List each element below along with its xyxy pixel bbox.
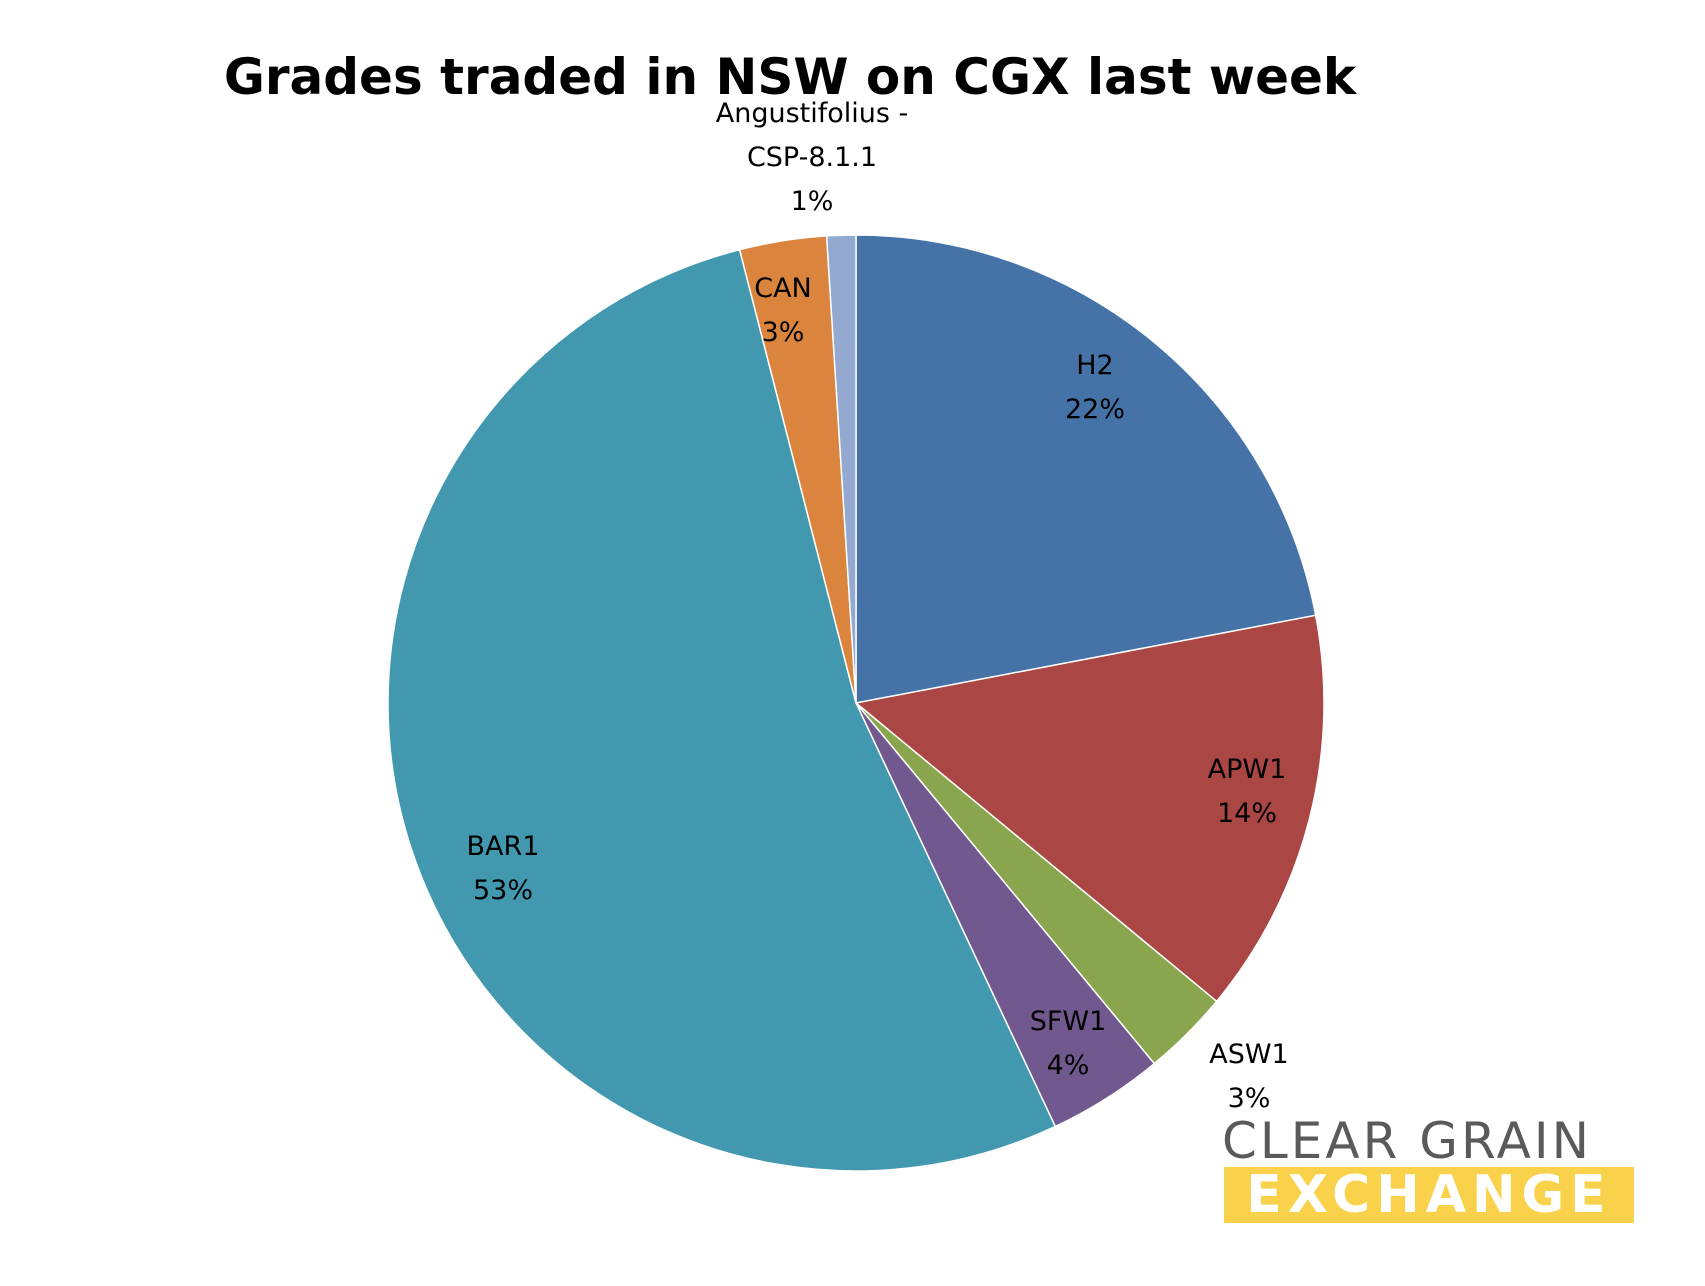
- slice-label: H2 22%: [985, 344, 1205, 432]
- slice-label: Angustifolius - CSP-8.1.1 1%: [697, 92, 927, 224]
- value-label: 22%: [1064, 394, 1125, 425]
- category-label: BAR1: [466, 831, 540, 862]
- slice-label: BAR1 53%: [393, 825, 613, 913]
- logo-text: CLEAR GRAIN: [1222, 1112, 1593, 1170]
- value-label: 3%: [761, 317, 805, 348]
- value-label: 14%: [1216, 798, 1277, 829]
- slice-label: SFW1 4%: [958, 1000, 1178, 1088]
- value-label: 1%: [790, 186, 834, 217]
- pie-slice: [825, 234, 857, 704]
- category-label: Angustifolius - CSP-8.1.1: [715, 98, 909, 173]
- chart-title: Grades traded in NSW on CGX last week: [223, 48, 1357, 106]
- slice-label: ASW1 3%: [1139, 1033, 1359, 1121]
- value-label: 4%: [1046, 1050, 1090, 1081]
- pie-slice: [387, 248, 1057, 1172]
- category-label: SFW1: [1029, 1006, 1107, 1037]
- slice-label: APW1 14%: [1137, 748, 1357, 836]
- value-label: 53%: [472, 875, 533, 906]
- slice-label: CAN 3%: [673, 267, 893, 355]
- value-label: 3%: [1227, 1083, 1271, 1114]
- category-label: CAN: [754, 273, 812, 304]
- logo-text: EXCHANGE: [1224, 1167, 1634, 1223]
- category-label: APW1: [1207, 754, 1287, 785]
- category-label: H2: [1076, 350, 1114, 381]
- pie-slice: [855, 234, 1317, 704]
- pie-slice: [854, 614, 1325, 1003]
- category-label: ASW1: [1209, 1039, 1289, 1070]
